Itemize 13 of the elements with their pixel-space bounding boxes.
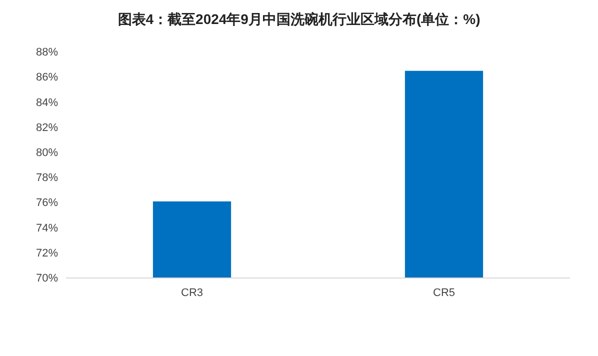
y-tick-label: 86% <box>36 72 58 84</box>
y-tick-label: 78% <box>36 172 58 184</box>
y-tick-label: 76% <box>36 197 58 210</box>
y-tick-label: 72% <box>36 247 58 260</box>
x-tick-label: CR3 <box>180 286 204 299</box>
x-tick-label: CR5 <box>432 286 456 299</box>
y-tick-label: 80% <box>36 146 58 159</box>
y-tick-label: 84% <box>36 96 58 109</box>
y-tick-label: 88% <box>36 46 58 59</box>
y-tick-label: 74% <box>36 222 58 234</box>
y-tick-label: 82% <box>36 122 58 134</box>
y-tick-label: 70% <box>36 272 58 285</box>
chart-title: 图表4：截至2024年9月中国洗碗机行业区域分布(单位：%) <box>118 11 480 27</box>
